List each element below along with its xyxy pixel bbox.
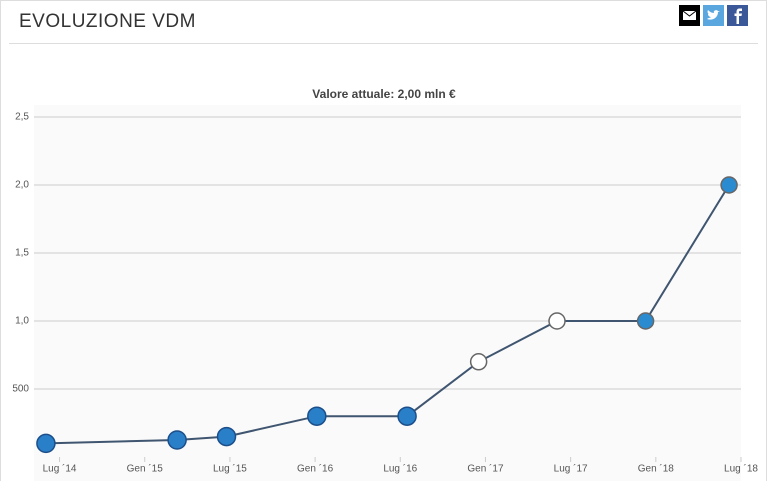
x-tick-label: Lug ´18 [724,463,758,475]
x-tick-label: Gen ´17 [467,463,504,475]
point-marker [469,353,488,371]
x-tick-label: Gen ´15 [127,463,164,475]
y-tick-label: 1,0 [15,316,29,327]
y-tick-label: 1,5 [15,248,29,259]
x-tick-label: Lug ´16 [383,463,417,475]
chart-title: Valore attuale: 2,00 mln € [312,87,456,101]
point-marker [307,406,327,426]
y-tick-label: 2,0 [15,180,29,191]
x-tick-label: Lug ´17 [554,463,588,475]
point-marker [720,176,738,194]
twitter-button[interactable] [703,5,724,26]
point-marker [216,426,237,447]
point-marker [167,430,187,450]
plot-background [34,105,741,481]
widget-title: EVOLUZIONE VDM [19,11,196,32]
y-tick-label: 500 [12,384,29,395]
x-tick-label: Gen ´18 [638,463,675,475]
point-marker [397,406,417,426]
divider [9,43,758,44]
facebook-button[interactable] [727,5,748,26]
point-marker [36,433,56,454]
point-marker [636,312,655,330]
x-tick-label: Lug ´15 [213,463,247,475]
y-tick-label: 2,5 [15,112,29,123]
x-tick-label: Gen ´16 [297,463,334,475]
email-button[interactable] [679,5,700,26]
point-marker [548,312,566,330]
x-tick-label: Lug ´14 [43,463,77,475]
share-icons [679,5,748,26]
